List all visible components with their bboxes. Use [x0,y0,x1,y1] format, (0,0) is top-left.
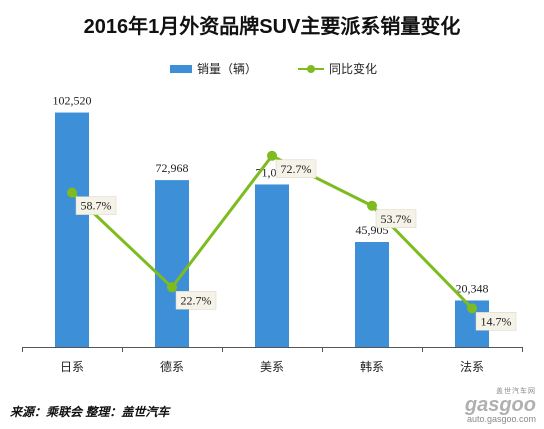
logo-top-text: 盖世汽车网 [496,388,536,395]
yoy-point-3 [267,150,277,161]
source-note: 来源：乘联会 整理：盖世汽车 [10,405,170,419]
legend-bar-swatch [170,64,192,73]
legend-item-sales: 销量（辆） [170,60,257,77]
line-value-label: 53.7% [381,212,412,226]
legend-label-yoy: 同比变化 [329,62,378,76]
line-value-label-box [375,209,417,229]
yoy-point-2 [167,282,177,293]
logo-url-text: auto.gasgoo.com [466,414,536,424]
bar-4 [355,242,389,347]
chart-title: 2016年1月外资品牌SUV主要派系销量变化 [83,16,461,38]
line-value-label-box [475,312,517,331]
x-tick-label: 美系 [260,360,284,374]
legend: 销量（辆） 同比变化 [0,60,544,78]
x-tick-label: 韩系 [360,359,384,374]
logo-main-text: gasgoo [464,394,536,416]
yoy-point-4 [367,200,377,211]
bar-1 [55,112,89,347]
bar-2 [155,180,189,347]
bar-value-label: 102,520 [53,94,92,108]
gasgoo-logo: 盖世汽车网 gasgoo auto.gasgoo.com [436,386,536,426]
legend-line-swatch [298,64,324,74]
line-value-label-box [175,291,217,310]
line-value-label: 72.7% [281,162,312,176]
line-value-label: 22.7% [181,293,212,307]
line-value-label-box [275,159,317,179]
bar-value-label: 20,348 [456,281,489,295]
legend-item-yoy: 同比变化 [298,60,377,77]
line-value-label: 58.7% [81,199,112,213]
x-tick-label: 日系 [60,360,84,374]
x-tick-label: 法系 [460,360,484,374]
bar-value-label: 72,968 [156,161,189,175]
legend-label-sales: 销量（辆） [197,62,258,76]
bar-3 [255,184,289,347]
yoy-point-5 [467,303,477,314]
x-tick-label: 德系 [160,359,184,374]
line-value-label: 14.7% [481,314,512,328]
yoy-point-1 [67,187,77,198]
line-value-label-box [75,196,117,215]
